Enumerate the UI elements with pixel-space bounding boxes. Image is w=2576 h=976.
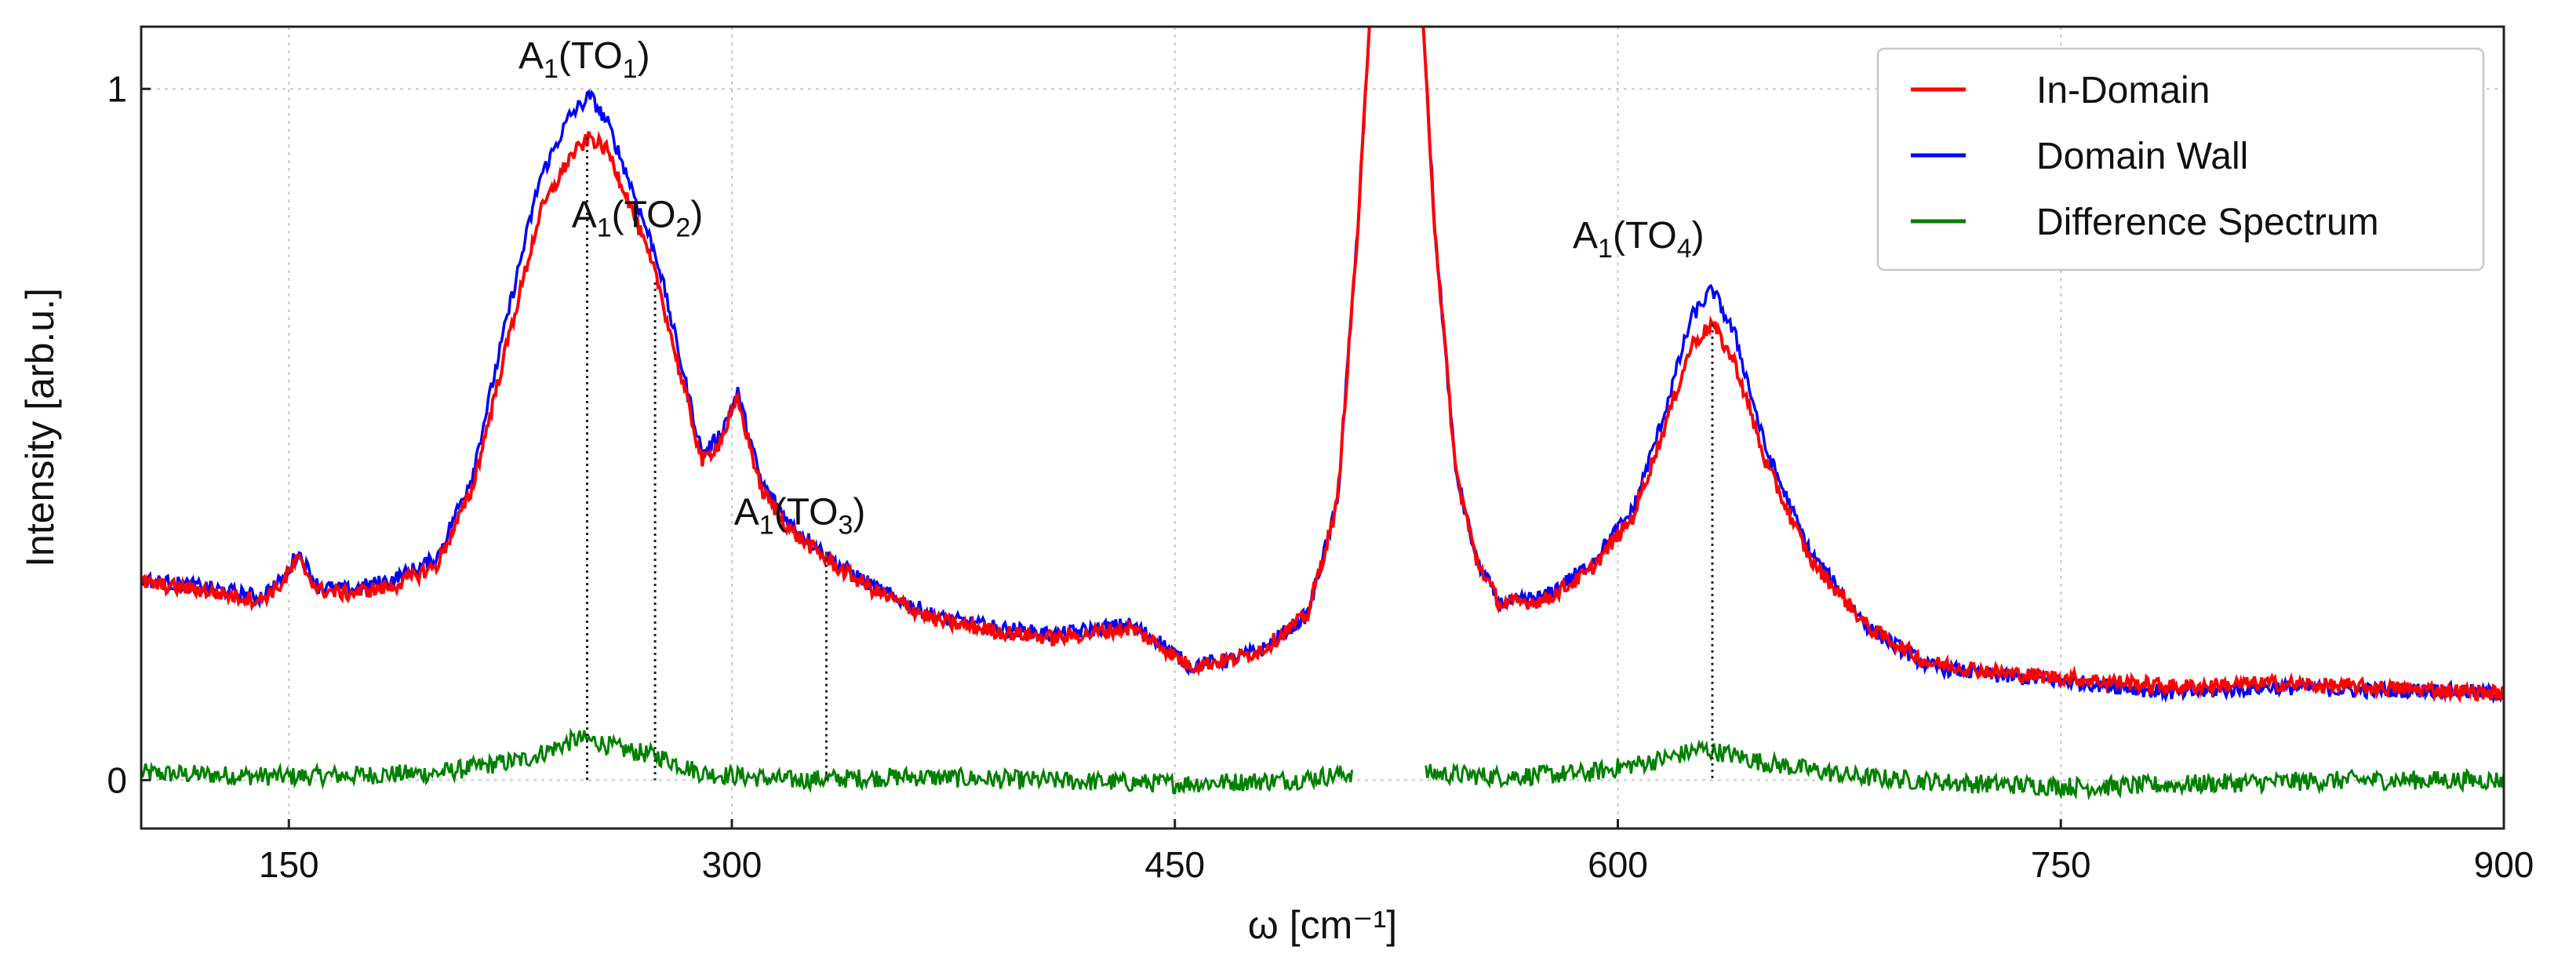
y-tick-label: 1 bbox=[107, 68, 127, 109]
plot-area bbox=[141, 27, 2504, 801]
x-axis-label: ω [cm⁻¹] bbox=[1248, 903, 1397, 947]
peak-annotation: A1(TO2) bbox=[572, 195, 704, 243]
legend: In-Domain Domain Wall Difference Spectrum bbox=[1876, 47, 2485, 271]
peak-annotations: A1(TO1) A1(TO2) A1(TO3) A1(TO4) bbox=[518, 35, 1705, 540]
x-tick-label: 750 bbox=[2031, 844, 2091, 885]
plot-frame bbox=[140, 25, 2505, 830]
legend-label: In-Domain bbox=[2036, 70, 2210, 111]
legend-box bbox=[1876, 47, 2485, 271]
y-axis-label: Intensity [arb.u.] bbox=[18, 288, 62, 567]
difference-spectrum-line bbox=[141, 727, 1354, 795]
peak-annotation: A1(TO1) bbox=[518, 35, 650, 84]
reference-lines bbox=[586, 137, 1714, 781]
legend-label: Domain Wall bbox=[2036, 136, 2248, 177]
x-tick-label: 900 bbox=[2474, 844, 2534, 885]
x-tick-label: 450 bbox=[1144, 844, 1205, 885]
x-tick-label: 600 bbox=[1588, 844, 1648, 885]
peak-annotation: A1(TO3) bbox=[734, 491, 866, 540]
x-tick-label: 150 bbox=[259, 844, 319, 885]
legend-label: Difference Spectrum bbox=[2036, 202, 2379, 243]
peak-annotation: A1(TO4) bbox=[1573, 215, 1705, 264]
difference-spectrum-line bbox=[1424, 739, 2504, 801]
in-domain-line bbox=[141, 27, 2504, 704]
axis-ticks: 150 300 450 600 750 900 0 1 bbox=[107, 68, 2534, 885]
y-tick-label: 0 bbox=[107, 759, 127, 800]
x-tick-label: 300 bbox=[702, 844, 762, 885]
